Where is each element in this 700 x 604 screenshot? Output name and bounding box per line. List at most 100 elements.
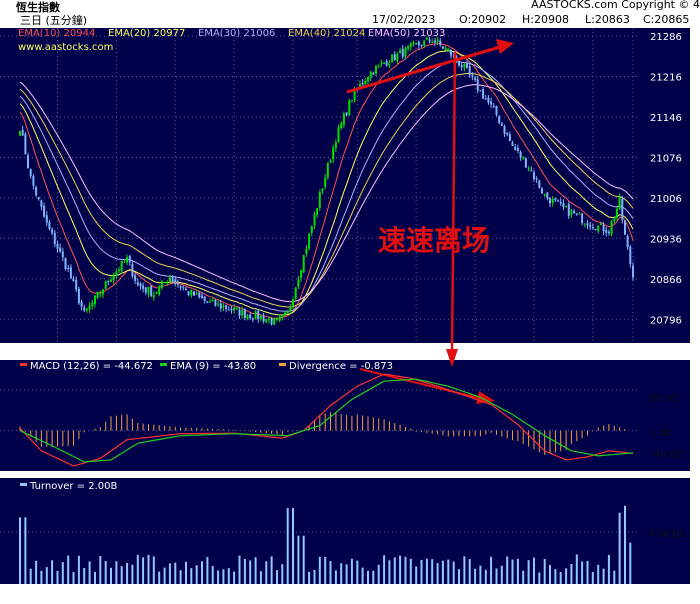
- turnover-bar-220: [607, 554, 610, 584]
- annotation-line-down: [450, 51, 457, 353]
- turnover-bar-204: [565, 568, 568, 584]
- legend-ema50: EMA(50) 21033: [368, 28, 445, 39]
- candle-body-167: [466, 63, 468, 68]
- turnover-bar-210: [581, 561, 584, 584]
- turnover-bar-58: [174, 562, 177, 584]
- candle-body-134: [377, 64, 380, 66]
- candle-body-172: [479, 90, 482, 92]
- candle-body-1: [21, 129, 24, 136]
- candle-body-27: [91, 302, 94, 307]
- candle-body-205: [567, 204, 570, 216]
- legend-ema30: EMA(30) 21006: [198, 28, 275, 39]
- turnover-bar-26: [88, 561, 91, 584]
- candle-body-178: [495, 106, 498, 115]
- candle-body-214: [591, 227, 594, 229]
- candle-body-151: [423, 40, 426, 46]
- candle-body-115: [326, 163, 329, 178]
- turnover-bar-114: [324, 557, 327, 584]
- annotation-text: 速速离场: [378, 224, 490, 257]
- candle-body-169: [471, 74, 474, 77]
- candle-body-146: [409, 43, 412, 47]
- turnover-bar-36: [115, 561, 118, 584]
- turnover-y-tick: 4.941B: [648, 529, 684, 540]
- turnover-bar-178: [495, 568, 498, 584]
- candle-body-99: [284, 312, 286, 316]
- candle-body-14: [56, 243, 59, 249]
- turnover-bar-38: [120, 566, 123, 584]
- candle-body-127: [359, 84, 361, 88]
- candle-body-93: [267, 319, 270, 320]
- candle-body-95: [273, 317, 276, 325]
- turnover-bar-182: [506, 556, 509, 584]
- time-x-tick-8: 14:05: [520, 349, 549, 360]
- candle-body-49: [150, 285, 153, 297]
- candle-body-41: [128, 256, 131, 263]
- candle-body-147: [412, 42, 415, 44]
- candle-body-75: [219, 303, 222, 309]
- candle-body-221: [610, 221, 613, 235]
- turnover-bar-64: [190, 568, 193, 584]
- candle-body-219: [605, 229, 608, 233]
- candle-body-46: [142, 285, 145, 289]
- high-label: H:20908: [522, 13, 569, 26]
- candle-body-140: [393, 54, 396, 61]
- candle-body-45: [139, 283, 142, 287]
- candle-body-112: [318, 192, 321, 209]
- candle-body-212: [586, 223, 589, 226]
- candle-body-37: [118, 269, 120, 271]
- turnover-bar-206: [570, 564, 573, 584]
- turnover-bar-188: [522, 570, 525, 584]
- time-x-tick-9: 15:05: [578, 349, 607, 360]
- candle-body-56: [168, 277, 171, 282]
- candle-body-35: [112, 275, 115, 281]
- turnover-bar-94: [270, 556, 273, 584]
- price-y-tick-6: 20866: [650, 275, 682, 286]
- candle-body-42: [131, 263, 134, 277]
- candle-body-211: [583, 223, 586, 225]
- candle-body-188: [522, 157, 525, 159]
- candle-body-143: [401, 48, 404, 57]
- time-x-tick-4: 15:35: [279, 349, 308, 360]
- turnover-bar-102: [292, 508, 294, 584]
- turnover-bar-156: [436, 563, 439, 584]
- turnover-bar-16: [61, 562, 64, 584]
- candle-body-207: [573, 211, 576, 214]
- candle-body-223: [615, 209, 618, 218]
- website-text[interactable]: www.aastocks.com: [18, 42, 113, 53]
- candle-body-48: [147, 287, 150, 294]
- candle-body-88: [254, 311, 257, 319]
- candle-body-23: [80, 301, 83, 307]
- candle-body-89: [257, 311, 260, 320]
- price-y-tick-3: 21076: [650, 154, 682, 165]
- candle-body-203: [562, 202, 565, 207]
- turnover-bar-128: [361, 567, 364, 584]
- candle-body-26: [88, 305, 91, 310]
- turnover-bar-8: [40, 570, 43, 584]
- turnover-bar-54: [163, 567, 166, 584]
- candle-body-220: [607, 231, 610, 233]
- candle-body-4: [29, 169, 32, 177]
- candle-body-216: [597, 225, 600, 232]
- candle-body-170: [474, 77, 477, 80]
- candle-body-15: [59, 247, 62, 252]
- candle-body-137: [385, 61, 388, 66]
- candle-body-186: [516, 148, 519, 151]
- candle-body-52: [158, 286, 161, 295]
- candle-body-191: [530, 170, 533, 172]
- candle-body-198: [549, 197, 551, 204]
- turnover-bar-152: [425, 558, 428, 584]
- candle-body-107: [305, 248, 308, 254]
- turnover-bar-88: [254, 557, 257, 584]
- turnover-bar-84: [243, 559, 246, 584]
- legend-signal-swatch: [160, 363, 167, 366]
- turnover-bar-218: [602, 568, 605, 584]
- candle-body-180: [500, 123, 503, 126]
- candle-body-34: [110, 279, 112, 282]
- turnover-bar-12: [51, 560, 54, 584]
- macd-y-tick-2: -46.62: [650, 449, 682, 460]
- turnover-bar-14: [56, 571, 59, 584]
- candle-body-185: [514, 146, 517, 150]
- turnover-bar-116: [329, 561, 332, 584]
- candle-body-58: [174, 279, 177, 283]
